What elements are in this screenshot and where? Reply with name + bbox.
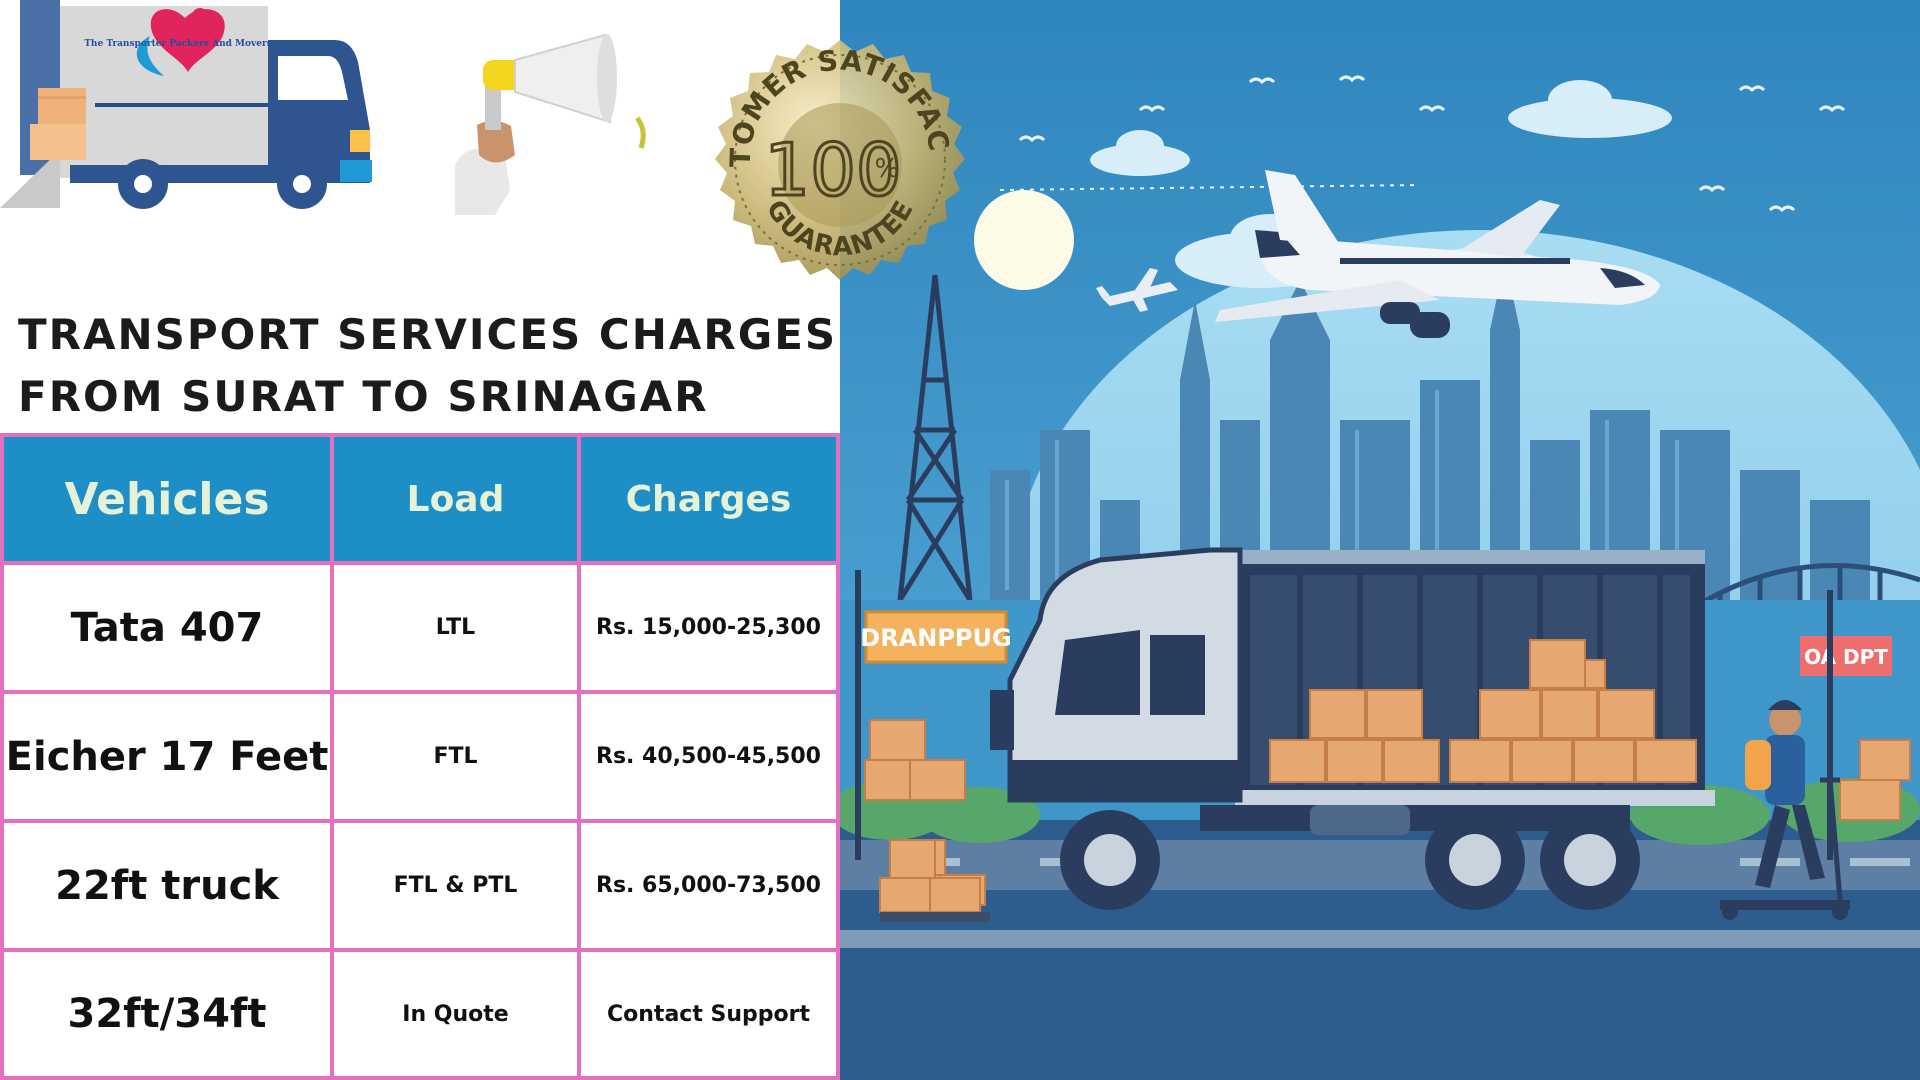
cargo-boxes (1269, 639, 1697, 783)
megaphone-illustration (455, 33, 646, 215)
table-row: Eicher 17 Feet FTL Rs. 40,500-45,500 (4, 694, 836, 823)
title-line-1: TRANSPORT SERVICES CHARGES (18, 310, 838, 359)
charges-cell: Rs. 65,000-73,500 (581, 823, 836, 952)
truck-wheels (1060, 810, 1640, 910)
sign-right-text: OA DPT (1804, 645, 1888, 669)
moving-van-illustration: The Transporter Packers And Movers (0, 0, 372, 209)
load-cell: FTL & PTL (334, 823, 581, 952)
table-row: 22ft truck FTL & PTL Rs. 65,000-73,500 (4, 823, 836, 952)
vehicle-cell: 22ft truck (4, 823, 334, 952)
charges-cell: Rs. 40,500-45,500 (581, 694, 836, 823)
charges-table: Vehicles Load Charges Tata 407 LTL Rs. 1… (0, 433, 840, 1080)
logo-text: The Transporter Packers And Movers (84, 39, 272, 49)
small-airplane-icon (1096, 268, 1178, 312)
vehicle-cell: Tata 407 (4, 565, 334, 694)
header-vehicles: Vehicles (4, 437, 334, 565)
transmission-tower (897, 274, 973, 602)
table-header-row: Vehicles Load Charges (4, 437, 836, 565)
sign-left-text: DRANPPUG (860, 624, 1011, 652)
birds-icon (1018, 75, 1846, 213)
charges-cell: Contact Support (581, 952, 836, 1076)
delivery-worker-illustration (1720, 700, 1850, 920)
vehicle-cell: 32ft/34ft (4, 952, 334, 1076)
vehicle-cell: Eicher 17 Feet (4, 694, 334, 823)
badge-percent: % (875, 154, 900, 184)
satisfaction-guarantee-badge: CUSTOMER SATISFACTION 100 % GUARANTEE (695, 15, 965, 280)
header-load: Load (334, 437, 581, 565)
badge-value: 100 (764, 128, 901, 212)
load-cell: LTL (334, 565, 581, 694)
load-cell: In Quote (334, 952, 581, 1076)
transport-scene-illustration: DRANPPUG OA DPT (840, 0, 1920, 1080)
truck-illustration (990, 547, 1715, 910)
charges-cell: Rs. 15,000-25,300 (581, 565, 836, 694)
table-row: 32ft/34ft In Quote Contact Support (4, 952, 836, 1076)
title-line-2: FROM SURAT TO SRINAGAR (18, 372, 709, 421)
airplane-icon (1215, 170, 1660, 338)
left-panel: The Transporter Packers And Movers TRANS… (0, 0, 840, 1080)
header-charges: Charges (581, 437, 836, 565)
load-cell: FTL (334, 694, 581, 823)
table-row: Tata 407 LTL Rs. 15,000-25,300 (4, 565, 836, 694)
page-title: TRANSPORT SERVICES CHARGES FROM SURAT TO… (18, 304, 838, 428)
sun-icon (974, 190, 1074, 290)
sign-left (864, 610, 1008, 664)
sign-right (1800, 636, 1892, 676)
